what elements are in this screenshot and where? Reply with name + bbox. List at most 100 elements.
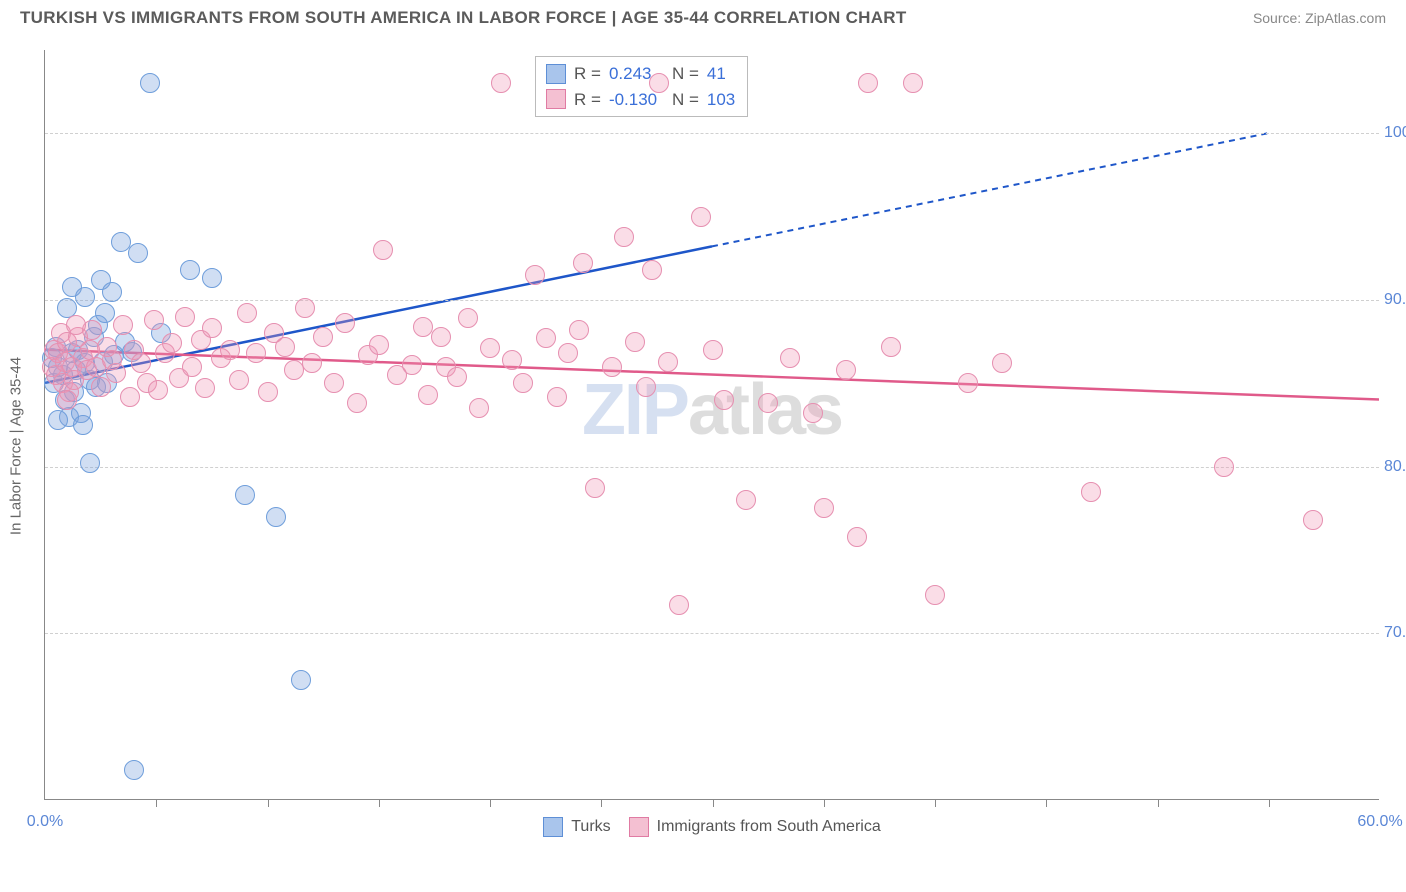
scatter-point (502, 350, 522, 370)
scatter-point (162, 333, 182, 353)
scatter-point (220, 340, 240, 360)
scatter-point (313, 327, 333, 347)
scatter-point (266, 507, 286, 527)
chart-plot-area: ZIPatlas R =0.243N =41R =-0.130N =103 Tu… (44, 50, 1379, 800)
scatter-point (335, 313, 355, 333)
scatter-point (1303, 510, 1323, 530)
scatter-point (536, 328, 556, 348)
scatter-point (636, 377, 656, 397)
scatter-point (469, 398, 489, 418)
scatter-point (373, 240, 393, 260)
scatter-point (369, 335, 389, 355)
legend-swatch (543, 817, 563, 837)
x-tick (935, 799, 936, 807)
x-tick (824, 799, 825, 807)
x-tick (1158, 799, 1159, 807)
legend-n-value: 41 (707, 61, 737, 87)
legend-n-value: 103 (707, 87, 737, 113)
scatter-point (573, 253, 593, 273)
scatter-point (182, 357, 202, 377)
legend-item: Turks (543, 817, 610, 837)
scatter-point (491, 73, 511, 93)
x-tick (1269, 799, 1270, 807)
scatter-point (847, 527, 867, 547)
correlation-legend: R =0.243N =41R =-0.130N =103 (535, 56, 748, 117)
scatter-point (144, 310, 164, 330)
scatter-point (569, 320, 589, 340)
scatter-point (246, 343, 266, 363)
scatter-point (992, 353, 1012, 373)
scatter-point (458, 308, 478, 328)
scatter-point (128, 243, 148, 263)
scatter-point (881, 337, 901, 357)
scatter-point (602, 357, 622, 377)
scatter-point (780, 348, 800, 368)
scatter-point (758, 393, 778, 413)
scatter-point (858, 73, 878, 93)
scatter-point (903, 73, 923, 93)
legend-swatch (629, 817, 649, 837)
scatter-point (95, 303, 115, 323)
scatter-point (402, 355, 422, 375)
legend-n-label: N = (672, 87, 699, 113)
scatter-point (275, 337, 295, 357)
legend-item: Immigrants from South America (629, 817, 881, 837)
scatter-point (131, 353, 151, 373)
scatter-point (75, 287, 95, 307)
scatter-point (431, 327, 451, 347)
scatter-point (925, 585, 945, 605)
scatter-point (480, 338, 500, 358)
y-axis-label: In Labor Force | Age 35-44 (8, 357, 25, 535)
series-legend: Turks Immigrants from South America (45, 817, 1379, 837)
legend-swatch (546, 89, 566, 109)
scatter-point (180, 260, 200, 280)
scatter-point (106, 363, 126, 383)
scatter-point (66, 315, 86, 335)
y-tick-label: 90.0% (1384, 291, 1406, 309)
scatter-point (558, 343, 578, 363)
gridline-h (45, 300, 1379, 301)
legend-r-label: R = (574, 87, 601, 113)
scatter-point (324, 373, 344, 393)
legend-swatch (546, 64, 566, 84)
scatter-point (113, 315, 133, 335)
x-tick (379, 799, 380, 807)
gridline-h (45, 133, 1379, 134)
scatter-point (658, 352, 678, 372)
x-tick (1046, 799, 1047, 807)
scatter-point (836, 360, 856, 380)
scatter-point (547, 387, 567, 407)
trend-lines-svg (45, 50, 1379, 799)
x-tick (490, 799, 491, 807)
scatter-point (614, 227, 634, 247)
scatter-point (258, 382, 278, 402)
x-tick (156, 799, 157, 807)
x-tick (268, 799, 269, 807)
scatter-point (447, 367, 467, 387)
scatter-point (814, 498, 834, 518)
scatter-point (124, 760, 144, 780)
x-tick (601, 799, 602, 807)
x-tick (713, 799, 714, 807)
scatter-point (649, 73, 669, 93)
scatter-point (642, 260, 662, 280)
scatter-point (714, 390, 734, 410)
chart-title: TURKISH VS IMMIGRANTS FROM SOUTH AMERICA… (20, 8, 907, 28)
watermark-part1: ZIP (582, 370, 688, 450)
scatter-point (691, 207, 711, 227)
scatter-point (803, 403, 823, 423)
scatter-point (1214, 457, 1234, 477)
gridline-h (45, 467, 1379, 468)
scatter-point (418, 385, 438, 405)
scatter-point (202, 318, 222, 338)
x-tick-label: 0.0% (27, 813, 63, 831)
y-tick-label: 80.0% (1384, 458, 1406, 476)
y-tick-label: 100.0% (1384, 124, 1406, 142)
scatter-point (736, 490, 756, 510)
scatter-point (202, 268, 222, 288)
scatter-point (80, 340, 100, 360)
scatter-point (73, 415, 93, 435)
scatter-point (237, 303, 257, 323)
source-label: Source: ZipAtlas.com (1253, 10, 1386, 26)
legend-corr-row: R =-0.130N =103 (546, 87, 737, 113)
